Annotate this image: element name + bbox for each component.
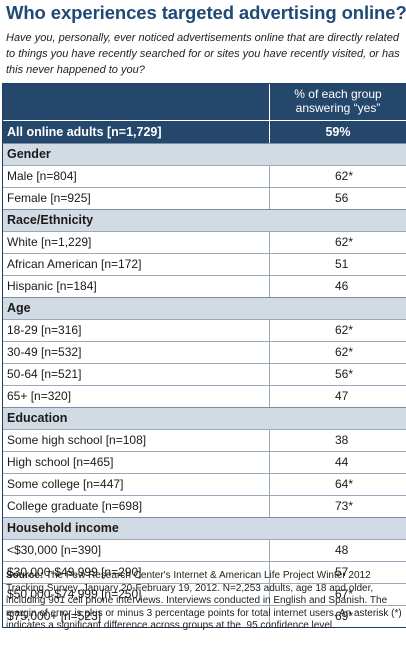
table-row: 18-29 [n=316] 62* bbox=[3, 319, 406, 341]
row-value-cell: 47 bbox=[269, 386, 406, 407]
row-value-cell: 44 bbox=[269, 452, 406, 473]
row-label: 65+ [n=320] bbox=[7, 389, 72, 403]
row-value-cell: 67* bbox=[269, 584, 406, 605]
table-row: Male [n=804] 62* bbox=[3, 165, 406, 187]
row-value-cell: 56* bbox=[269, 364, 406, 385]
row-label: 50-64 [n=521] bbox=[7, 367, 82, 381]
section-header: Age bbox=[3, 297, 406, 319]
row-label: Male [n=804] bbox=[7, 169, 77, 183]
row-value: 62* bbox=[335, 169, 354, 183]
header-blank-cell bbox=[3, 84, 269, 120]
table-header: % of each group answering “yes” bbox=[3, 84, 406, 120]
row-value-cell: 38 bbox=[269, 430, 406, 451]
table-row: High school [n=465] 44 bbox=[3, 451, 406, 473]
table-row: <$30,000 [n=390] 48 bbox=[3, 539, 406, 561]
source-text: The Pew Research Center's Internet & Ame… bbox=[6, 570, 402, 631]
table-row: Some college [n=447] 64* bbox=[3, 473, 406, 495]
source-label: Source: bbox=[6, 570, 44, 581]
section-header: Race/Ethnicity bbox=[3, 209, 406, 231]
table-row: White [n=1,229] 62* bbox=[3, 231, 406, 253]
table-row: 65+ [n=320] 47 bbox=[3, 385, 406, 407]
table-row: $50,000-$74,999 [n=250] 67* bbox=[3, 583, 406, 605]
row-label: $30,000-$49,999 [n=290] bbox=[7, 565, 142, 579]
row-label: Some college [n=447] bbox=[7, 477, 124, 491]
table-row: $75,000+ [n=523] 69* bbox=[3, 605, 406, 627]
row-value: 67* bbox=[335, 587, 354, 601]
section-header: Household income bbox=[3, 517, 406, 539]
row-value: 62* bbox=[335, 323, 354, 337]
row-value-cell: 64* bbox=[269, 474, 406, 495]
row-label: College graduate [n=698] bbox=[7, 499, 143, 513]
all-adults-label: All online adults [n=1,729] bbox=[7, 125, 162, 139]
row-value: 64* bbox=[335, 477, 354, 491]
row-label: African American [n=172] bbox=[7, 257, 142, 271]
row-label: Hispanic [n=184] bbox=[7, 279, 97, 293]
row-label: $75,000+ [n=523] bbox=[7, 609, 102, 623]
survey-question: Have you, personally, ever noticed adver… bbox=[6, 32, 400, 76]
row-value-cell: 62* bbox=[269, 166, 406, 187]
table-row: 30-49 [n=532] 62* bbox=[3, 341, 406, 363]
row-value: 62* bbox=[335, 345, 354, 359]
row-value-cell: 51 bbox=[269, 254, 406, 275]
table-row: College graduate [n=698] 73* bbox=[3, 495, 406, 517]
row-value-cell: 62* bbox=[269, 320, 406, 341]
row-value: 56* bbox=[335, 367, 354, 381]
section-header: Education bbox=[3, 407, 406, 429]
row-label: Female [n=925] bbox=[7, 191, 91, 205]
row-label: White [n=1,229] bbox=[7, 235, 92, 249]
row-value-cell: 62* bbox=[269, 232, 406, 253]
column-header-line1: % of each group bbox=[294, 87, 382, 101]
row-label: High school [n=465] bbox=[7, 455, 114, 469]
row-value-cell: 62* bbox=[269, 342, 406, 363]
row-value: 57 bbox=[335, 565, 349, 579]
row-value: 47 bbox=[335, 389, 349, 403]
table-row: Hispanic [n=184] 46 bbox=[3, 275, 406, 297]
section-header: Gender bbox=[3, 143, 406, 165]
row-value: 51 bbox=[335, 257, 349, 271]
table-row: African American [n=172] 51 bbox=[3, 253, 406, 275]
row-value: 62* bbox=[335, 235, 354, 249]
row-value-cell: 48 bbox=[269, 540, 406, 561]
row-value: 38 bbox=[335, 433, 349, 447]
row-label: $50,000-$74,999 [n=250] bbox=[7, 587, 142, 601]
row-label: <$30,000 [n=390] bbox=[7, 543, 102, 557]
row-value-cell: 73* bbox=[269, 496, 406, 517]
row-value: 69* bbox=[335, 609, 354, 623]
row-value-cell: 46 bbox=[269, 276, 406, 297]
all-adults-row: All online adults [n=1,729] 59% bbox=[3, 120, 406, 143]
all-adults-value: 59% bbox=[269, 121, 406, 143]
row-label: 30-49 [n=532] bbox=[7, 345, 82, 359]
row-label: Some high school [n=108] bbox=[7, 433, 147, 447]
row-value: 48 bbox=[335, 543, 349, 557]
row-value-cell: 69* bbox=[269, 606, 406, 627]
table-row: Some high school [n=108] 38 bbox=[3, 429, 406, 451]
page-title: Who experiences targeted advertising onl… bbox=[6, 2, 406, 23]
table-body: Gender Male [n=804] 62* Female [n=925] 56 Rac… bbox=[3, 143, 406, 627]
row-value-cell: 57 bbox=[269, 562, 406, 583]
row-value: 44 bbox=[335, 455, 349, 469]
source-note: Source: The Pew Research Center's Intern… bbox=[6, 570, 404, 633]
results-table: % of each group answering “yes” All onli… bbox=[2, 83, 406, 628]
row-value: 46 bbox=[335, 279, 349, 293]
row-value: 56 bbox=[335, 191, 349, 205]
table-row: 50-64 [n=521] 56* bbox=[3, 363, 406, 385]
table-row: Female [n=925] 56 bbox=[3, 187, 406, 209]
column-header-line2: answering “yes” bbox=[295, 101, 381, 115]
row-label: 18-29 [n=316] bbox=[7, 323, 82, 337]
row-value-cell: 56 bbox=[269, 188, 406, 209]
column-header: % of each group answering “yes” bbox=[269, 84, 406, 120]
table-row: $30,000-$49,999 [n=290] 57 bbox=[3, 561, 406, 583]
row-value: 73* bbox=[335, 499, 354, 513]
